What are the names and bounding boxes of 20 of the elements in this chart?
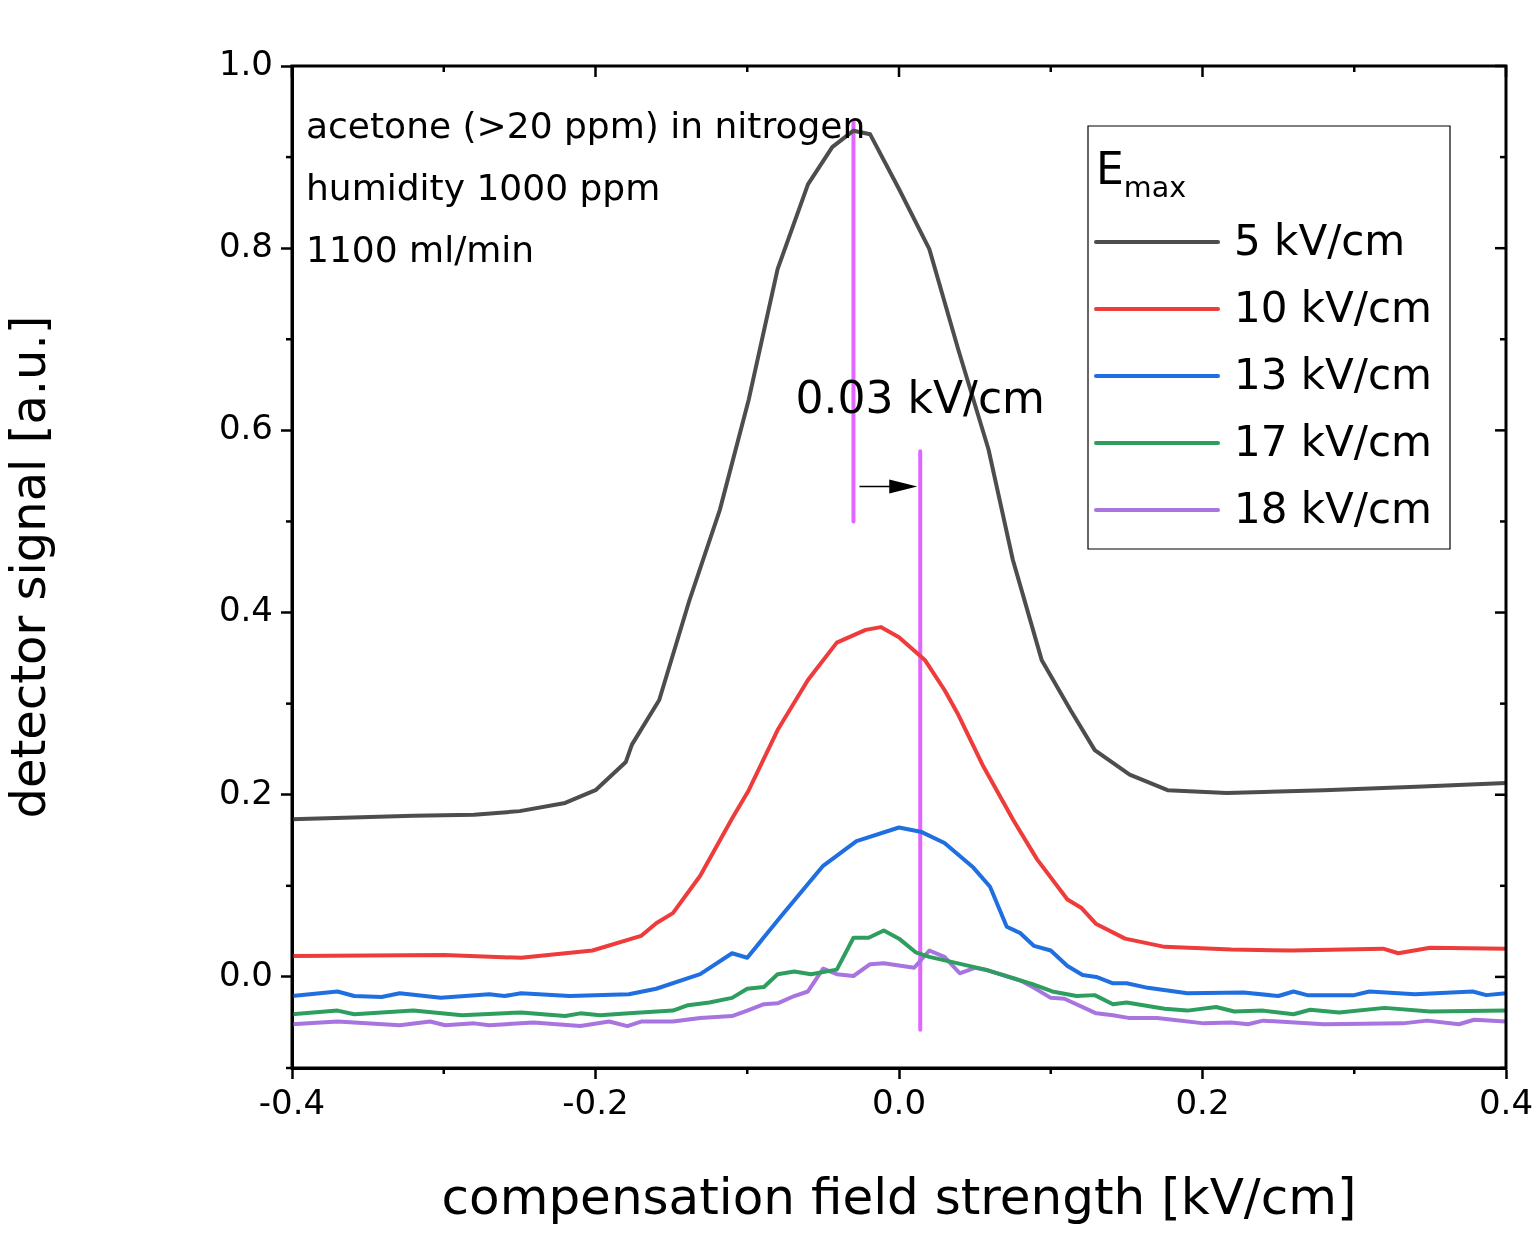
annotation: humidity 1000 ppm xyxy=(306,167,661,208)
legend-label: 13 kV/cm xyxy=(1234,349,1433,399)
x-tick-label: 0.4 xyxy=(1478,1082,1534,1123)
y-tick-label: 0.6 xyxy=(218,407,273,448)
annotation: 1100 ml/min xyxy=(306,229,535,270)
legend-label: 17 kV/cm xyxy=(1234,416,1433,466)
x-tick-label: -0.2 xyxy=(562,1082,629,1123)
legend-label: 10 kV/cm xyxy=(1234,282,1433,332)
x-tick-label: 0.2 xyxy=(1175,1082,1230,1123)
y-tick-label: 0.0 xyxy=(218,953,273,994)
legend-label: 5 kV/cm xyxy=(1234,215,1406,265)
x-tick-label: 0.0 xyxy=(871,1082,927,1123)
x-tick-label: -0.4 xyxy=(258,1082,326,1123)
y-tick-label: 0.2 xyxy=(218,771,273,812)
legend-label: 18 kV/cm xyxy=(1234,483,1433,533)
y-axis-title: detector signal [a.u.] xyxy=(0,315,57,819)
y-tick-label: 0.8 xyxy=(218,225,273,266)
x-axis-title: compensation field strength [kV/cm] xyxy=(441,1167,1357,1226)
y-tick-label: 1.0 xyxy=(218,42,273,83)
y-tick-label: 0.4 xyxy=(218,589,273,630)
